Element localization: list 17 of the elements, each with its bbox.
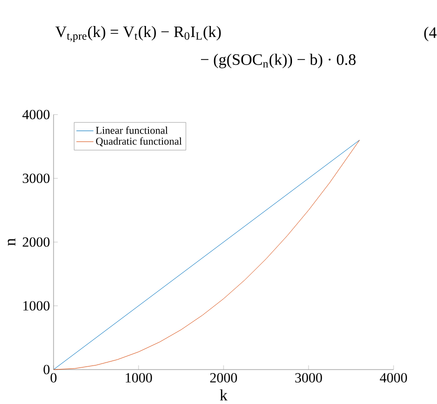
x-axis-title: k xyxy=(220,389,228,400)
y-tick-label: 3000 xyxy=(22,174,50,184)
text: − (g(SOC$_{n}$(k)) − b) · 0.8 xyxy=(201,54,356,68)
y-tick-label: 0 xyxy=(44,364,50,374)
legend-label: Quadratic functional xyxy=(96,137,182,146)
text: V$_{t,pre}$(k) = V$_{t}$(k) − R$_{0}$I$_{L}$(k) xyxy=(55,26,221,42)
x-tick-label: 4000 xyxy=(380,373,407,383)
y-tick-label: 2000 xyxy=(22,237,50,247)
y-tick-label: 4000 xyxy=(22,110,50,120)
x-tick-label: 3000 xyxy=(295,373,322,383)
y-axis-title: n xyxy=(8,238,16,246)
x-tick-label: 0 xyxy=(50,373,57,383)
y-tick-label: 1000 xyxy=(23,301,50,311)
text: (4 xyxy=(424,26,437,42)
x-tick-label: 2000 xyxy=(210,373,237,383)
legend-label: Linear functional xyxy=(96,126,168,134)
x-tick-label: 1000 xyxy=(126,373,152,383)
